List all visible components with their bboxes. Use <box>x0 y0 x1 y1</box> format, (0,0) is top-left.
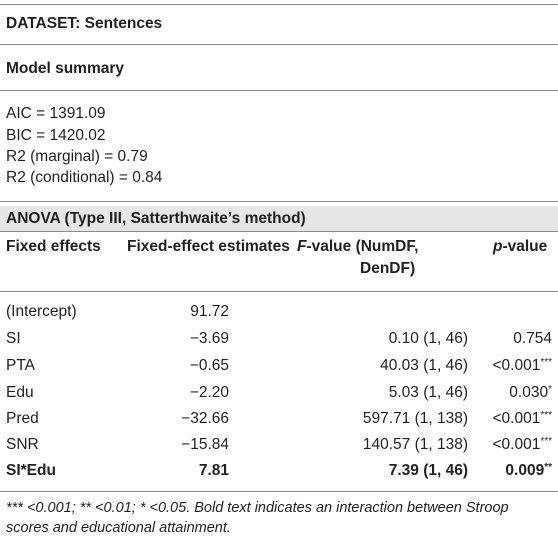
r2-conditional-stat: R2 (conditional) = 0.84 <box>6 169 163 186</box>
col-header-f-denominator: DenDF) <box>360 260 416 277</box>
row-effect: (Intercept) <box>6 303 77 320</box>
row-p-value: 0.030* <box>462 383 552 403</box>
row-f-value: 40.03 (1, 46) <box>380 357 468 374</box>
row-f-value: 597.71 (1, 138) <box>362 410 468 427</box>
row-estimate: 7.81 <box>198 462 229 479</box>
model-summary-heading: Model summary <box>6 60 125 77</box>
r2-marginal-stat: R2 (marginal) = 0.79 <box>6 148 148 165</box>
row-effect: SI <box>6 330 21 347</box>
f-rest: -value (NumDF, <box>306 238 419 255</box>
top-rule <box>0 4 558 5</box>
p-value-stars: *** <box>540 436 552 447</box>
p-value-text: 0.030 <box>509 384 549 401</box>
p-value-text: 0.009 <box>505 462 545 479</box>
p-value-text: <0.001 <box>492 410 541 427</box>
rule-before-anova <box>0 201 558 202</box>
col-header-f-value: F-value (NumDF, <box>297 237 418 257</box>
row-f-value: 7.39 (1, 46) <box>388 462 468 479</box>
row-p-value: 0.009** <box>462 461 552 481</box>
p-rest: -value <box>502 238 548 255</box>
row-effect: Pred <box>6 410 39 427</box>
row-effect: Edu <box>6 384 34 401</box>
p-value-text: <0.001 <box>492 436 541 453</box>
f-italic: F <box>297 238 307 255</box>
row-estimate: 91.72 <box>190 303 229 320</box>
row-effect: SNR <box>6 436 39 453</box>
table-footnote: *** <0.001; ** <0.01; * <0.05. Bold text… <box>6 500 509 536</box>
p-value-stars: *** <box>540 357 552 368</box>
anova-heading: ANOVA (Type III, Satterthwaite’s method) <box>6 210 306 227</box>
p-value-stars: ** <box>544 462 552 473</box>
p-value-stars: * <box>548 384 552 395</box>
rule-after-dataset <box>0 44 558 45</box>
rule-after-model-summary <box>0 90 558 91</box>
row-estimate: −2.20 <box>189 384 229 401</box>
col-header-fixed-effects: Fixed effects <box>6 238 101 255</box>
row-p-value: <0.001*** <box>462 435 552 455</box>
anova-heading-band <box>0 206 558 231</box>
row-estimate: −32.66 <box>181 410 229 427</box>
p-italic: p <box>493 238 503 255</box>
row-estimate: −3.69 <box>189 330 229 347</box>
col-header-estimates: Fixed-effect estimates <box>127 238 290 255</box>
row-estimate: −15.84 <box>181 436 229 453</box>
row-f-value: 5.03 (1, 46) <box>388 384 468 401</box>
row-f-value: 0.10 (1, 46) <box>388 330 468 347</box>
bic-stat: BIC = 1420.02 <box>6 127 106 144</box>
rule-after-anova-heading <box>0 231 558 232</box>
p-value-text: <0.001 <box>492 357 541 374</box>
row-p-value: <0.001*** <box>462 356 552 376</box>
bottom-rule <box>0 491 558 492</box>
col-header-p-value: p-value <box>493 237 547 257</box>
dataset-title: DATASET: Sentences <box>6 15 163 32</box>
row-f-value: 140.57 (1, 138) <box>362 436 468 453</box>
row-estimate: −0.65 <box>189 357 229 374</box>
p-value-text: 0.754 <box>513 330 552 347</box>
p-value-stars: *** <box>540 410 552 421</box>
rule-after-column-headers <box>0 291 558 292</box>
row-p-value: 0.754 <box>462 329 552 349</box>
row-p-value: <0.001*** <box>462 409 552 429</box>
aic-stat: AIC = 1391.09 <box>6 105 106 122</box>
row-effect: PTA <box>6 357 35 374</box>
row-effect: SI*Edu <box>6 462 56 479</box>
